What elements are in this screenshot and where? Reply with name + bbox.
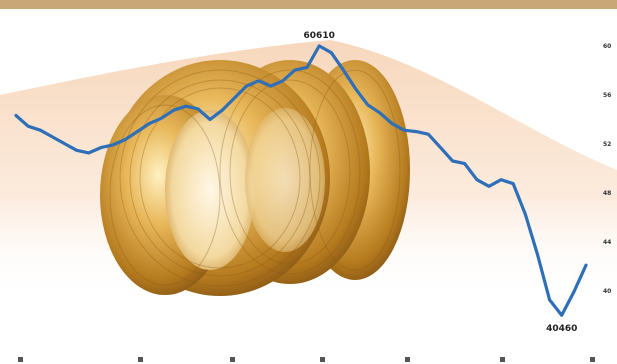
x-tick-mark: [138, 357, 143, 362]
x-tick-mark: [18, 357, 23, 362]
y-tick-label: 52: [603, 141, 611, 148]
y-tick-label: 56: [603, 92, 611, 99]
x-tick-mark: [405, 357, 410, 362]
x-tick-mark: [500, 357, 505, 362]
low-label: 40460: [546, 324, 577, 334]
wire-coil-illustration: [100, 60, 410, 296]
y-tick-label: 60: [603, 43, 611, 50]
x-tick-mark: [230, 357, 235, 362]
x-tick-mark: [590, 357, 595, 362]
series-line: [14, 44, 588, 317]
top-rule: [0, 0, 617, 9]
x-tick-mark: [320, 357, 325, 362]
peak-label: 60610: [304, 31, 335, 41]
y-tick-label: 40: [603, 288, 611, 295]
y-tick-label: 48: [603, 190, 611, 197]
y-tick-label: 44: [603, 239, 611, 246]
